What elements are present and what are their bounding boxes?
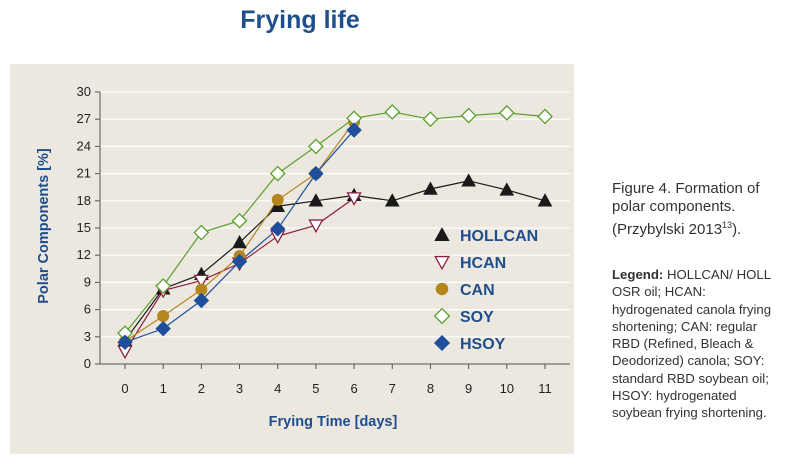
- y-tick-label: 3: [84, 329, 91, 344]
- soy-data-point: [231, 212, 248, 229]
- hsoy-data-point: [155, 320, 171, 337]
- hsoy-data-point: [231, 253, 248, 270]
- legend-label-soy: SOY: [460, 309, 494, 326]
- series-lines: [117, 104, 553, 360]
- legend-note-label: Legend:: [612, 267, 664, 282]
- legend-marker-hcan: [434, 255, 450, 271]
- legend-marker-soy: [433, 307, 451, 325]
- hollcan-data-point: [461, 173, 476, 187]
- legend-label-can: CAN: [460, 282, 495, 299]
- soy-data-point: [193, 224, 210, 241]
- hollcan-data-point: [232, 234, 247, 249]
- y-tick-label: 12: [77, 247, 91, 262]
- hollcan-data-point: [537, 193, 553, 207]
- x-tick-label: 2: [198, 381, 205, 396]
- caption-text: Figure 4. Formation of polar components.…: [612, 180, 760, 238]
- hcan-data-point: [193, 274, 209, 289]
- x-tick-label: 9: [465, 381, 472, 396]
- x-tick-label: 6: [350, 381, 357, 396]
- legend-marker-hollcan: [434, 227, 450, 241]
- legend-marker-can: [435, 282, 449, 296]
- figure-caption: Figure 4. Formation of polar components.…: [612, 180, 792, 239]
- x-tick-label: 7: [389, 381, 396, 396]
- y-tick-label: 6: [84, 302, 91, 317]
- legend-note: Legend: HOLLCAN/ HOLL OSR oil; HCAN: hyd…: [612, 266, 787, 422]
- hsoy-data-point: [117, 334, 133, 350]
- caption-superscript: 13: [722, 220, 733, 230]
- hsoy-data-point: [346, 122, 362, 138]
- legend-marker-hsoy: [433, 334, 451, 352]
- soy-data-point: [537, 108, 553, 125]
- y-tick-label: 15: [77, 220, 91, 235]
- x-tick-label: 0: [121, 381, 128, 396]
- x-tick-label: 1: [160, 381, 167, 396]
- x-tick-label: 11: [538, 381, 552, 396]
- y-tick-label: 18: [77, 193, 91, 208]
- hollcan-data-point: [499, 182, 515, 196]
- y-axis-label: Polar Components [%]: [36, 148, 52, 304]
- soy-data-point: [422, 111, 439, 128]
- can-data-point: [271, 193, 284, 206]
- y-tick-label: 0: [84, 356, 91, 371]
- hcan-data-point: [346, 192, 362, 206]
- hcan-data-point: [308, 219, 324, 234]
- hollcan-data-point: [308, 193, 324, 207]
- soy-data-point: [498, 104, 515, 121]
- hollcan-data-point: [423, 181, 438, 195]
- y-tick-label: 24: [77, 138, 91, 153]
- hollcan-data-point: [384, 193, 400, 207]
- can-data-point: [157, 309, 170, 322]
- hsoy-data-point: [308, 165, 324, 182]
- grid-lines: [100, 91, 570, 338]
- hsoy-data-point: [193, 292, 210, 309]
- legend-label-hsoy: HSOY: [460, 336, 506, 353]
- y-tick-label: 27: [77, 111, 91, 126]
- x-tick-label: 4: [274, 381, 281, 396]
- legend: HOLLCAN HCAN CAN SOY HSOY: [433, 227, 538, 353]
- x-tick-label: 3: [236, 381, 243, 396]
- soy-data-point: [155, 278, 172, 294]
- caption-end: ).: [732, 221, 742, 238]
- y-tick-label: 9: [84, 274, 91, 289]
- soy-data-point: [384, 104, 401, 120]
- x-axis-label: Frying Time [days]: [269, 414, 398, 430]
- soy-data-point: [460, 107, 477, 124]
- soy-data-point: [269, 165, 286, 182]
- x-tick-label: 8: [427, 381, 434, 396]
- x-tick-label: 10: [500, 381, 514, 396]
- legend-label-hollcan: HOLLCAN: [460, 228, 538, 245]
- chart-panel: 0 3 6 9 12 15 18 21 24 27 30 0 1 2 3 4 5 6 7 8 9 10 11 HOLLCAN…: [10, 64, 574, 454]
- x-tick-label: 5: [312, 381, 319, 396]
- soy-series-line: [124, 111, 546, 334]
- hsoy-data-point: [270, 221, 286, 237]
- legend-note-text: HOLLCAN/ HOLL OSR oil; HCAN: hydrogenate…: [612, 267, 772, 421]
- can-series-line: [124, 121, 355, 342]
- y-tick-label: 30: [77, 84, 91, 99]
- page-title: Frying life: [240, 6, 360, 34]
- legend-label-hcan: HCAN: [460, 255, 506, 272]
- y-tick-label: 21: [77, 166, 91, 181]
- soy-data-point: [307, 138, 324, 155]
